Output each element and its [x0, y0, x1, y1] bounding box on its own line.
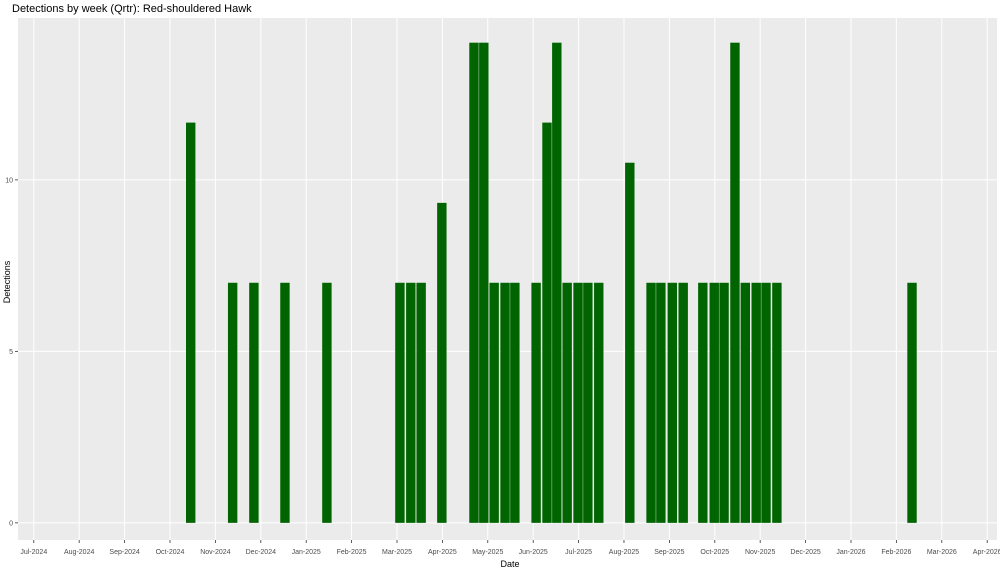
- bar: [227, 282, 238, 523]
- bar: [500, 282, 510, 523]
- x-tick-label: Feb-2025: [337, 549, 367, 556]
- x-tick-label: Dec-2024: [246, 549, 276, 556]
- x-tick-label: Dec-2025: [790, 549, 820, 556]
- bar: [562, 282, 572, 523]
- x-tick-label: Feb-2026: [881, 549, 911, 556]
- bar: [280, 282, 290, 523]
- y-tick-label: 0: [9, 520, 13, 527]
- bar: [573, 282, 583, 523]
- bar: [678, 282, 688, 523]
- bar: [740, 282, 751, 523]
- x-tick-label: Apr-2026: [973, 549, 1000, 556]
- bar: [531, 282, 541, 523]
- x-tick-label: Jan-2025: [292, 549, 321, 556]
- bar: [594, 282, 604, 523]
- x-tick-label: Mar-2026: [927, 549, 957, 556]
- x-tick-label: Apr-2025: [428, 549, 457, 556]
- bar: [489, 282, 499, 523]
- bar: [186, 122, 196, 523]
- x-tick-label: Jul-2025: [565, 549, 592, 556]
- bar: [437, 202, 447, 523]
- bar: [625, 162, 635, 523]
- x-tick-label: Jun-2025: [519, 549, 548, 556]
- bar: [416, 282, 426, 523]
- bar: [907, 282, 917, 523]
- bar: [322, 282, 332, 523]
- bar: [469, 42, 479, 523]
- x-tick-label: Jul-2024: [20, 549, 47, 556]
- bar: [730, 42, 740, 523]
- x-tick-label: Oct-2025: [700, 549, 729, 556]
- bar: [510, 282, 520, 523]
- bar: [542, 122, 552, 523]
- chart-title: Detections by week (Qrtr): Red-shouldere…: [12, 3, 252, 15]
- bar: [761, 282, 771, 523]
- bar: [646, 282, 656, 523]
- bar: [406, 282, 416, 523]
- x-tick-label: Aug-2025: [609, 549, 639, 556]
- bar: [395, 282, 405, 523]
- bar: [479, 42, 489, 523]
- y-tick-label: 5: [9, 349, 13, 356]
- bar: [249, 282, 259, 523]
- bar: [709, 282, 719, 523]
- bar: [667, 282, 677, 523]
- x-tick-label: Aug-2024: [64, 549, 94, 556]
- x-axis-label: Date: [500, 559, 519, 569]
- y-axis-label: Detections: [2, 260, 12, 303]
- x-tick-label: Sep-2024: [109, 549, 139, 556]
- bar: [719, 282, 729, 523]
- bar: [698, 282, 708, 523]
- x-tick-label: Jan-2026: [836, 549, 865, 556]
- y-tick-label: 10: [5, 177, 13, 184]
- bar: [583, 282, 593, 523]
- bar: [772, 282, 782, 523]
- bar: [751, 282, 761, 523]
- x-tick-label: May-2025: [472, 549, 503, 556]
- x-tick-label: Mar-2025: [382, 549, 412, 556]
- bar: [656, 282, 666, 523]
- bar: [552, 42, 562, 523]
- x-tick-label: Oct-2024: [156, 549, 185, 556]
- x-tick-label: Nov-2025: [745, 549, 775, 556]
- x-tick-label: Nov-2024: [200, 549, 230, 556]
- x-tick-label: Sep-2025: [654, 549, 684, 556]
